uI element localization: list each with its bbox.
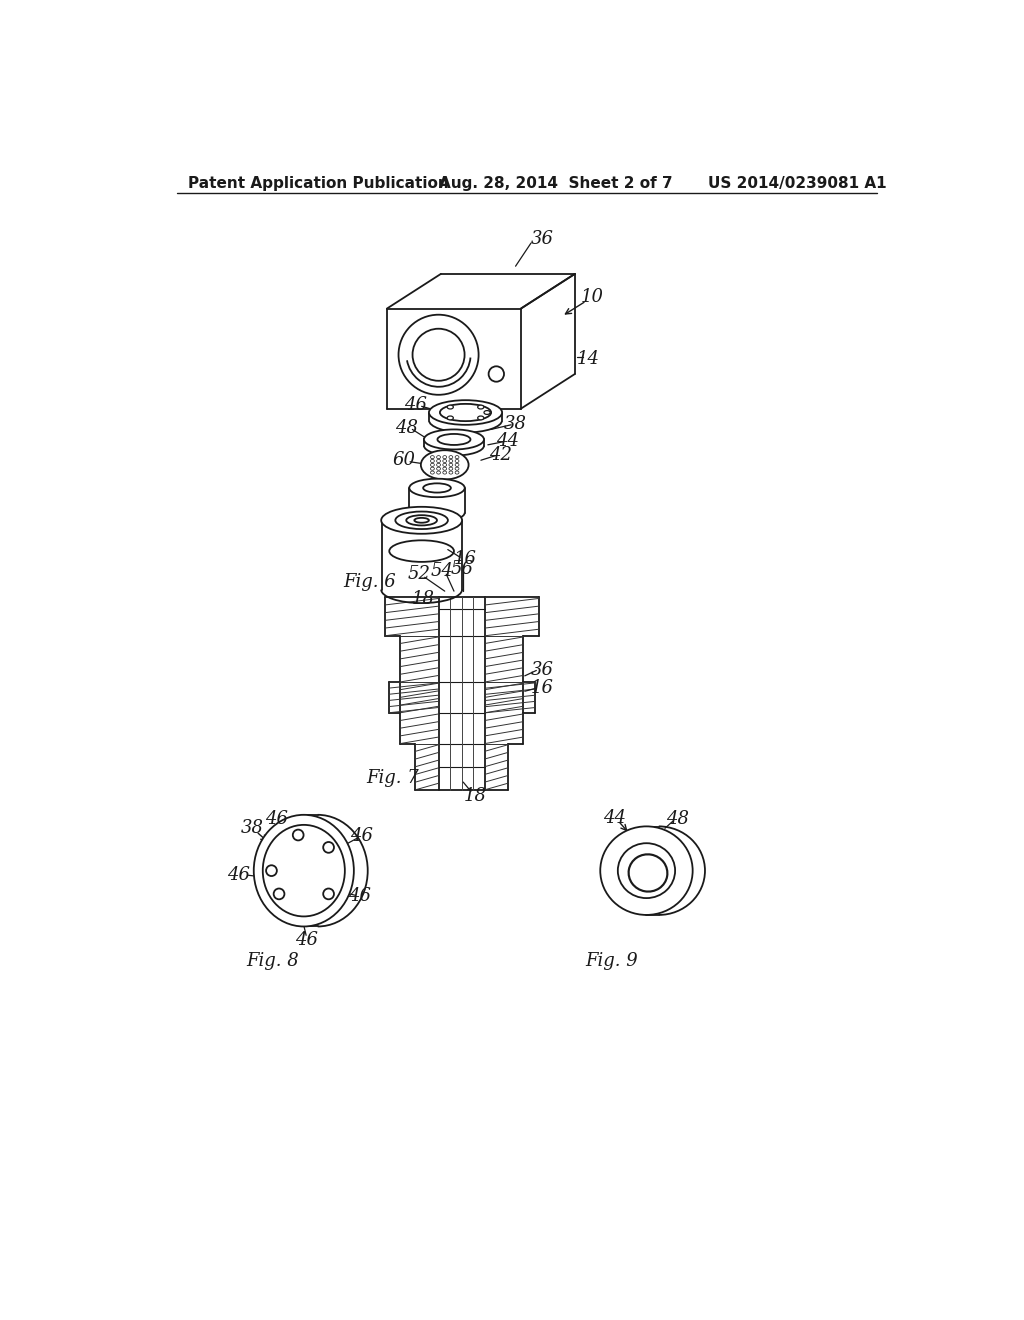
Ellipse shape <box>410 479 465 498</box>
Ellipse shape <box>477 416 483 420</box>
Text: 46: 46 <box>348 887 372 906</box>
Text: Fig. 7: Fig. 7 <box>366 770 419 787</box>
Text: 16: 16 <box>531 680 554 697</box>
Ellipse shape <box>484 411 490 414</box>
Ellipse shape <box>477 405 483 409</box>
Text: 18: 18 <box>412 590 434 607</box>
Text: 60: 60 <box>392 451 416 469</box>
Text: 38: 38 <box>241 820 264 837</box>
Ellipse shape <box>429 400 502 425</box>
Text: 44: 44 <box>602 809 626 826</box>
Ellipse shape <box>424 429 484 449</box>
Text: Aug. 28, 2014  Sheet 2 of 7: Aug. 28, 2014 Sheet 2 of 7 <box>438 176 672 190</box>
Ellipse shape <box>395 512 447 529</box>
Text: Patent Application Publication: Patent Application Publication <box>188 176 450 190</box>
Ellipse shape <box>617 843 675 898</box>
Ellipse shape <box>447 416 454 420</box>
Text: 16: 16 <box>454 550 477 568</box>
Ellipse shape <box>266 866 276 876</box>
Text: 14: 14 <box>578 350 600 367</box>
Text: 44: 44 <box>497 432 519 450</box>
Text: 46: 46 <box>403 396 427 413</box>
Text: 54: 54 <box>431 562 454 579</box>
Ellipse shape <box>324 888 334 899</box>
Ellipse shape <box>415 517 429 523</box>
Ellipse shape <box>407 515 437 525</box>
Text: Fig. 9: Fig. 9 <box>586 952 638 970</box>
Text: 52: 52 <box>408 565 431 583</box>
Ellipse shape <box>629 854 668 891</box>
Ellipse shape <box>254 814 354 927</box>
Ellipse shape <box>293 829 303 841</box>
Ellipse shape <box>423 483 451 492</box>
Ellipse shape <box>273 888 285 899</box>
Text: US 2014/0239081 A1: US 2014/0239081 A1 <box>708 176 887 190</box>
Text: 42: 42 <box>488 446 512 463</box>
Text: 48: 48 <box>666 810 689 828</box>
Ellipse shape <box>324 842 334 853</box>
Text: 10: 10 <box>581 288 604 306</box>
Ellipse shape <box>381 507 462 533</box>
Text: 46: 46 <box>265 810 289 828</box>
Text: 56: 56 <box>451 560 473 578</box>
Text: Fig. 6: Fig. 6 <box>343 573 395 591</box>
Ellipse shape <box>447 405 454 409</box>
Text: 46: 46 <box>227 866 250 883</box>
Text: 38: 38 <box>504 414 527 433</box>
Text: 46: 46 <box>350 828 373 845</box>
Text: 36: 36 <box>531 230 554 248</box>
Text: 36: 36 <box>531 661 554 680</box>
Text: 18: 18 <box>463 787 486 805</box>
Ellipse shape <box>600 826 692 915</box>
Ellipse shape <box>437 434 470 445</box>
Ellipse shape <box>421 450 469 479</box>
Text: 46: 46 <box>295 931 317 949</box>
Text: Fig. 8: Fig. 8 <box>247 952 299 970</box>
Text: 48: 48 <box>394 418 418 437</box>
